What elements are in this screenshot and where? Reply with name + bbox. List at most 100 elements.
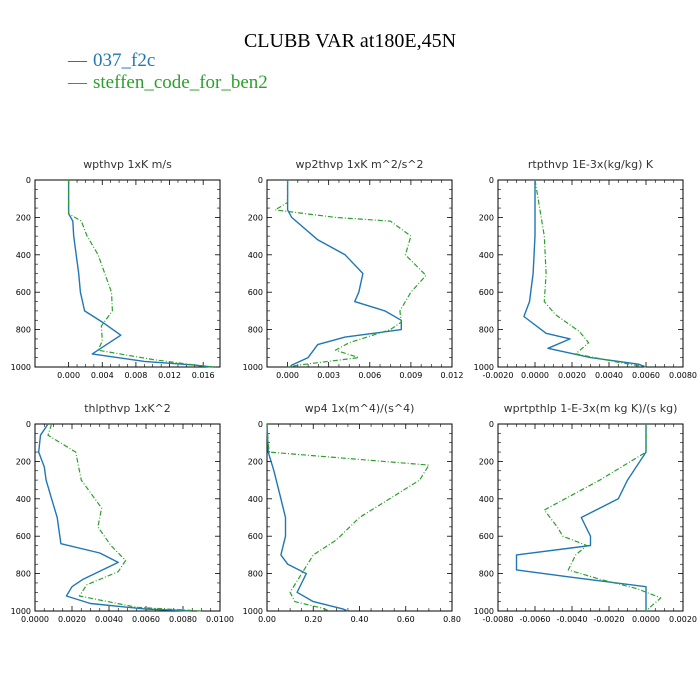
panel-6: wprtpthlp 1-E-3x(m kg K)/(s kg) -0.0080 -0… — [474, 402, 697, 624]
series-line-steffen — [274, 180, 427, 368]
x-tick-label: -0.0080 — [483, 615, 514, 624]
x-tick-label: 0.0040 — [95, 615, 123, 624]
y-tick-label: 400 — [479, 495, 494, 504]
x-tick-label: 0.0000 — [21, 615, 49, 624]
series-line-037-f2c — [266, 423, 349, 612]
panel-3: rtpthvp 1E-3x(kg/kg) K -0.0020 0.0000 0.002… — [474, 158, 697, 380]
x-tick-label: 0.000 — [276, 371, 299, 380]
x-tick-label: 0.20 — [304, 615, 322, 624]
x-tick-label: -0.0020 — [483, 371, 514, 380]
panel-2: wp2thvp 1xK m^2/s^2 0.000 0.003 0.006 0.009 0… — [243, 158, 464, 380]
series-line-steffen — [543, 424, 662, 612]
x-tick-label: 0.80 — [443, 615, 461, 624]
y-tick-label: 600 — [248, 288, 263, 297]
y-tick-label: 400 — [479, 251, 494, 260]
y-tick-label: 800 — [248, 570, 263, 579]
y-tick-label: 1000 — [243, 363, 263, 372]
plot-frame — [34, 423, 221, 612]
y-tick-label: 800 — [16, 326, 31, 335]
x-tick-label: 0.004 — [91, 371, 114, 380]
x-tick-label: 0.0020 — [58, 615, 86, 624]
y-tick-label: 800 — [479, 326, 494, 335]
x-tick-label: -0.0020 — [594, 615, 625, 624]
y-tick-label: 400 — [16, 251, 31, 260]
y-tick-label: 200 — [16, 213, 31, 222]
y-tick-label: 200 — [479, 213, 494, 222]
panel-1: wpthvp 1xK m/s 0.000 0.004 0.008 0.012 0.016 0… — [11, 158, 221, 380]
legend-line-solid: — — [68, 50, 87, 71]
plot-frame — [266, 423, 453, 612]
panel-title: rtpthvp 1E-3x(kg/kg) K — [528, 158, 654, 171]
x-tick-label: 0.012 — [158, 371, 181, 380]
series-line-steffen — [266, 423, 430, 612]
legend-label: 037_f2c — [93, 50, 156, 71]
y-tick-label: 600 — [248, 532, 263, 541]
y-tick-label: 1000 — [474, 607, 494, 616]
panel-title: wp2thvp 1xK m^2/s^2 — [295, 158, 423, 171]
series-line-037-f2c — [286, 180, 402, 368]
panel-title: wprtpthlp 1-E-3x(m kg K)/(s kg) — [504, 402, 678, 415]
y-tick-label: 0 — [26, 176, 31, 185]
y-tick-label: 1000 — [11, 363, 31, 372]
x-tick-label: 0.0060 — [632, 371, 660, 380]
legend-entry-steffen: — steffen_code_for_ben2 — [68, 72, 268, 94]
x-tick-label: 0.006 — [358, 371, 381, 380]
series-line-037-f2c — [523, 180, 647, 368]
y-tick-label: 400 — [248, 495, 263, 504]
y-tick-label: 200 — [16, 457, 31, 466]
series-line-037-f2c — [515, 424, 647, 611]
y-tick-label: 800 — [16, 570, 31, 579]
y-tick-label: 1000 — [243, 607, 263, 616]
legend-line-dashed: — — [68, 72, 87, 93]
y-tick-label: 600 — [16, 532, 31, 541]
y-tick-label: 0 — [26, 420, 31, 429]
x-tick-label: 0.009 — [399, 371, 422, 380]
series-line-steffen — [534, 179, 647, 368]
y-tick-label: 400 — [248, 251, 263, 260]
x-tick-label: -0.0040 — [557, 615, 588, 624]
series-line-037-f2c — [38, 423, 193, 612]
x-tick-label: 0.008 — [124, 371, 147, 380]
panel-title: wpthvp 1xK m/s — [83, 158, 172, 171]
panel-5: wp4 1x(m^4)/(s^4) 0.00 0.20 0.40 0.60 0.80 0 20… — [243, 402, 461, 624]
y-tick-label: 1000 — [474, 363, 494, 372]
x-tick-label: 0.40 — [351, 615, 369, 624]
panel-title: wp4 1x(m^4)/(s^4) — [305, 402, 415, 415]
y-tick-label: 0 — [489, 420, 494, 429]
x-tick-label: 0.0000 — [632, 615, 660, 624]
x-tick-label: 0.016 — [192, 371, 215, 380]
y-tick-label: 600 — [479, 532, 494, 541]
x-tick-label: 0.0100 — [206, 615, 234, 624]
series-line-steffen — [67, 180, 216, 368]
y-tick-label: 600 — [16, 288, 31, 297]
x-tick-label: 0.0020 — [558, 371, 586, 380]
x-tick-label: 0.0040 — [595, 371, 623, 380]
y-tick-label: 200 — [248, 213, 263, 222]
plot-frame — [497, 423, 684, 612]
y-tick-label: 0 — [258, 176, 263, 185]
chart-main-title: CLUBB VAR at180E,45N — [243, 30, 457, 52]
panel-4: thlpthvp 1xK^2 0.0000 0.0020 0.0040 0.0060 0.… — [11, 402, 234, 624]
legend-label: steffen_code_for_ben2 — [93, 72, 268, 93]
y-tick-label: 800 — [248, 326, 263, 335]
x-tick-label: 0.000 — [57, 371, 80, 380]
x-tick-label: 0.003 — [317, 371, 340, 380]
series-line-steffen — [47, 423, 202, 612]
plot-frame — [497, 179, 684, 368]
x-tick-label: 0.00 — [258, 615, 276, 624]
x-tick-label: 0.0080 — [669, 371, 697, 380]
y-tick-label: 800 — [479, 570, 494, 579]
x-tick-label: 0.012 — [441, 371, 464, 380]
y-tick-label: 400 — [16, 495, 31, 504]
x-tick-label: 0.0000 — [521, 371, 549, 380]
series-line-037-f2c — [67, 180, 212, 368]
y-tick-label: 1000 — [11, 607, 31, 616]
legend-entry-037-f2c: — 037_f2c — [68, 50, 155, 72]
y-tick-label: 0 — [489, 176, 494, 185]
x-tick-label: 0.0080 — [169, 615, 197, 624]
plot-frame — [34, 179, 221, 368]
y-tick-label: 200 — [248, 457, 263, 466]
x-tick-label: 0.0020 — [669, 615, 697, 624]
x-tick-label: 0.60 — [397, 615, 415, 624]
